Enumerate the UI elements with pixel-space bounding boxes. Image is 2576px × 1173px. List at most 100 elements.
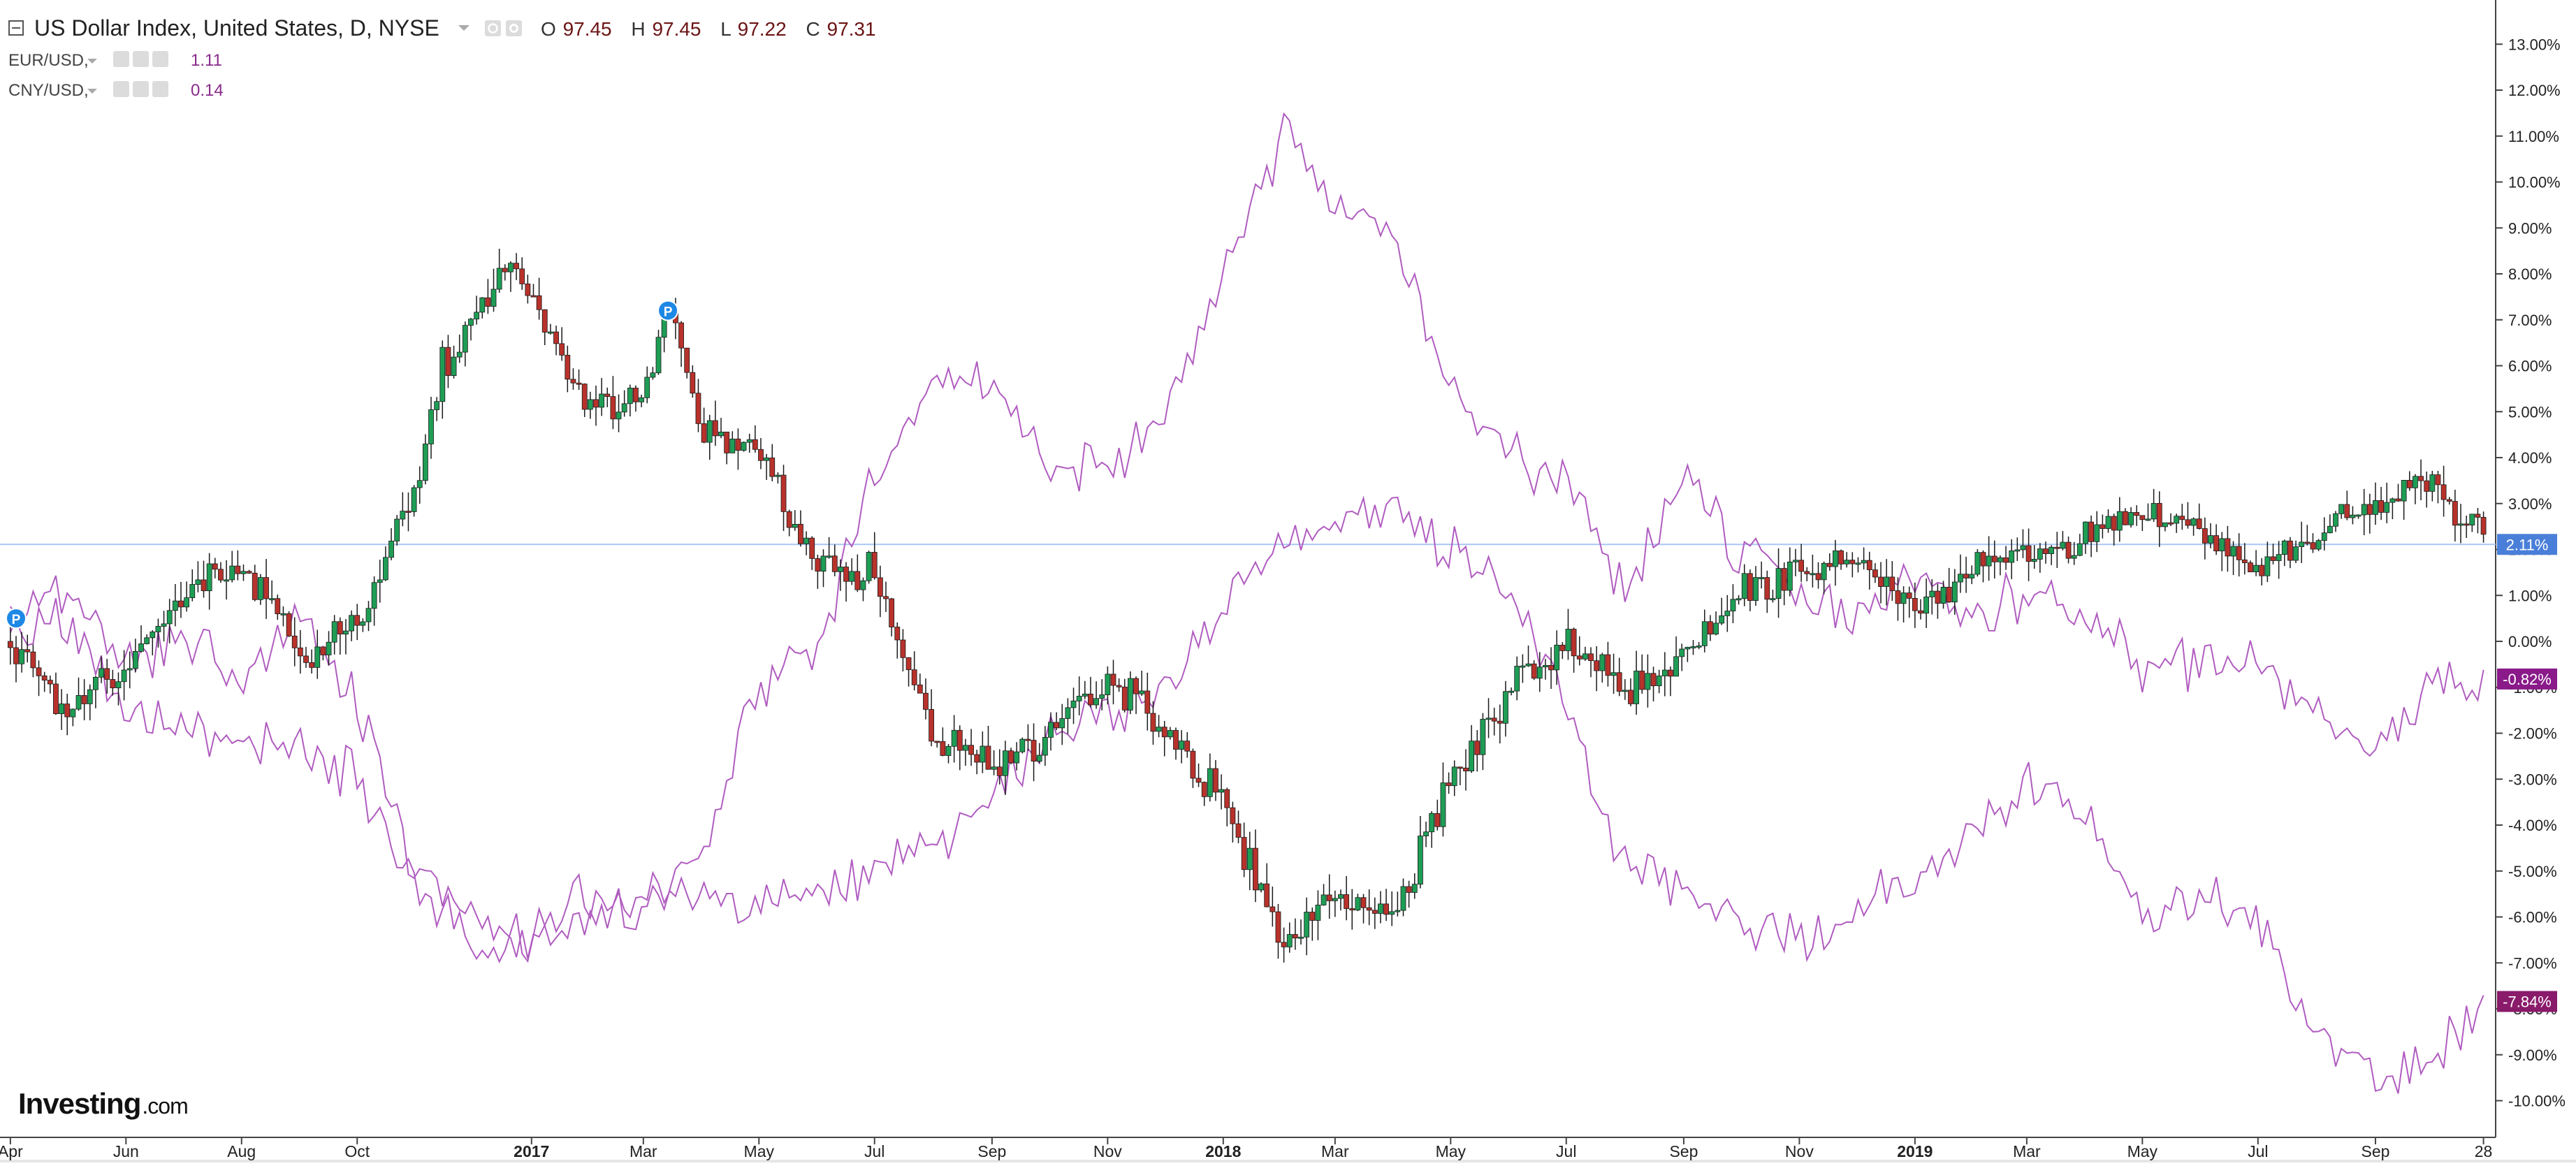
candle-body — [206, 563, 212, 592]
candle-body — [1258, 883, 1264, 891]
candle-body — [2230, 546, 2236, 557]
candle-body — [263, 577, 269, 599]
event-marker-label: P — [12, 613, 21, 627]
candle-body — [1389, 911, 1395, 915]
candle-body — [2134, 512, 2140, 516]
candle-body — [1133, 678, 1139, 694]
eye-icon[interactable] — [485, 20, 501, 36]
candle-body — [1753, 577, 1759, 601]
candle-body — [968, 745, 974, 755]
candle-body — [860, 580, 866, 590]
candle-body — [2469, 513, 2475, 526]
compare-series-name-cny[interactable]: CNY/USD, — [8, 81, 89, 100]
candle-body — [900, 639, 906, 658]
candle-body — [1861, 560, 1867, 564]
plot-area[interactable] — [0, 0, 2496, 1137]
candle-body — [1793, 560, 1798, 562]
eye-icon[interactable] — [113, 81, 129, 97]
gear-icon[interactable] — [133, 51, 149, 67]
candle-body — [337, 621, 343, 635]
candle-body — [508, 263, 514, 272]
candle-body — [2281, 540, 2287, 555]
y-tick-label: -9.00% — [2508, 1047, 2557, 1064]
candle-body — [235, 565, 241, 574]
candle-body — [1884, 576, 1890, 587]
main-series-name[interactable]: US Dollar Index, United States, D, NYSE — [34, 15, 439, 41]
compare-series-name-eur[interactable]: EUR/USD, — [8, 51, 89, 70]
candle-body — [53, 683, 59, 715]
candle-body — [2037, 548, 2043, 560]
candle-body — [1935, 590, 1941, 604]
candle-body — [2264, 556, 2271, 576]
x-tick-label: Mar — [2013, 1142, 2041, 1160]
candle-body — [1781, 568, 1787, 591]
close-icon[interactable] — [152, 51, 168, 67]
chevron-down-icon[interactable] — [87, 59, 97, 64]
candle-body — [809, 537, 815, 559]
x-tick-label: Jun — [113, 1142, 139, 1160]
candle-body — [1798, 560, 1804, 572]
candle-body — [1679, 648, 1685, 657]
last-value-badges: 2.11% -0.82% -7.84% — [2497, 534, 2557, 1012]
candle-body — [1628, 690, 1633, 704]
candle-body — [1929, 590, 1935, 597]
candle-body — [1019, 738, 1026, 752]
candle-body — [775, 474, 781, 477]
candle-body — [99, 668, 104, 678]
gear-icon[interactable] — [506, 20, 522, 36]
candle-body — [2366, 504, 2373, 515]
chevron-down-icon[interactable] — [458, 25, 470, 31]
candle-body — [1480, 719, 1486, 755]
series-line-cny-usd — [9, 495, 2484, 1094]
candle-body — [1201, 782, 1207, 797]
candle-body — [889, 598, 895, 627]
close-icon[interactable] — [152, 81, 168, 97]
candle-body — [883, 596, 889, 599]
x-tick-label: Sep — [2361, 1142, 2389, 1160]
candle-body — [2139, 515, 2146, 520]
candle-body — [980, 745, 986, 763]
candle-body — [2225, 538, 2231, 557]
candle-body — [1895, 590, 1901, 604]
candle-body — [1440, 782, 1446, 827]
candle-body — [1838, 551, 1844, 564]
collapse-legend-button[interactable] — [8, 20, 24, 36]
candle-body — [1610, 672, 1617, 676]
candle-body — [690, 372, 696, 394]
candle-body — [2020, 545, 2026, 551]
candle-body — [1684, 647, 1691, 650]
candle-body — [2373, 500, 2378, 515]
x-tick-label: Nov — [1093, 1142, 1122, 1160]
compare-series-value-cny: 0.14 — [191, 81, 224, 100]
chevron-down-icon[interactable] — [87, 89, 97, 94]
candle-body — [1304, 912, 1310, 938]
candle-body — [1639, 671, 1645, 690]
candle-body — [1491, 717, 1497, 722]
candle-body — [1059, 718, 1065, 729]
candle-body — [1002, 750, 1008, 776]
candle-body — [2083, 521, 2088, 544]
candle-body — [1281, 942, 1287, 947]
candle-body — [2190, 518, 2197, 526]
candle-body — [792, 523, 798, 528]
candle-body — [1320, 894, 1327, 905]
candle-body — [189, 584, 196, 598]
candle-body — [1656, 676, 1662, 687]
x-tick-label: Nov — [1785, 1142, 1814, 1160]
candle-body — [1690, 646, 1696, 648]
candle-body — [712, 420, 718, 437]
candle-body — [326, 641, 332, 655]
candle-body — [701, 423, 707, 443]
candle-body — [1418, 836, 1423, 885]
candle-body — [735, 438, 741, 451]
candle-body — [996, 766, 1003, 776]
candle-body — [1724, 611, 1731, 616]
gear-icon[interactable] — [133, 81, 149, 97]
candle-body — [1395, 910, 1401, 912]
candle-body — [514, 263, 519, 270]
candle-body — [1127, 678, 1133, 711]
x-tick-label: Aug — [227, 1142, 256, 1160]
candle-body — [2241, 559, 2248, 563]
eye-icon[interactable] — [113, 51, 129, 67]
candle-body — [2213, 535, 2220, 552]
